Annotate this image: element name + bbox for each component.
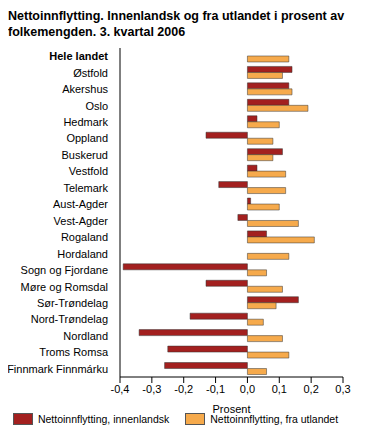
svg-text:Rogaland: Rogaland <box>61 231 108 243</box>
svg-text:-0,2: -0,2 <box>174 383 193 395</box>
svg-text:Vestfold: Vestfold <box>69 165 108 177</box>
svg-text:Østfold: Østfold <box>73 67 108 79</box>
svg-text:Hedmark: Hedmark <box>63 116 108 128</box>
svg-text:Nord-Trøndelag: Nord-Trøndelag <box>31 313 108 325</box>
svg-text:-0,1: -0,1 <box>206 383 225 395</box>
svg-text:Vest-Agder: Vest-Agder <box>54 215 109 227</box>
svg-text:0,3: 0,3 <box>335 383 350 395</box>
svg-text:Finnmark Finnmárku: Finnmark Finnmárku <box>8 363 108 375</box>
svg-text:Oppland: Oppland <box>66 132 108 144</box>
svg-text:Telemark: Telemark <box>63 182 108 194</box>
html-text:Nettoinnflytting. Innenlandsk: Nettoinnflytting. Innenlandsk og fra utl… <box>8 9 345 39</box>
svg-text:Buskerud: Buskerud <box>62 149 108 161</box>
svg-text:Sogn og Fjordane: Sogn og Fjordane <box>21 264 108 276</box>
svg-text:Hordaland: Hordaland <box>57 248 108 260</box>
svg-text:Troms Romsa: Troms Romsa <box>39 346 109 358</box>
svg-text:Møre og Romsdal: Møre og Romsdal <box>21 281 108 293</box>
html-text:Nettoinnflytting, innenlandsk: Nettoinnflytting, innenlandsk <box>37 413 170 425</box>
svg-text:-0,3: -0,3 <box>142 383 161 395</box>
svg-text:-0,4: -0,4 <box>111 383 130 395</box>
html-text:Nettoinnflytting, fra utlandet: Nettoinnflytting, fra utlandet <box>210 413 339 425</box>
svg-text:Hele landet: Hele landet <box>49 50 108 62</box>
svg-text:Aust-Agder: Aust-Agder <box>53 198 108 210</box>
svg-text:Prosent: Prosent <box>213 403 251 415</box>
svg-text:0,2: 0,2 <box>303 383 318 395</box>
svg-text:0,1: 0,1 <box>272 383 287 395</box>
svg-text:Oslo: Oslo <box>85 100 108 112</box>
svg-text:Sør-Trøndelag: Sør-Trøndelag <box>37 297 108 309</box>
svg-text:0,0: 0,0 <box>240 383 255 395</box>
svg-text:Akershus: Akershus <box>62 83 108 95</box>
svg-text:Nordland: Nordland <box>63 330 108 342</box>
